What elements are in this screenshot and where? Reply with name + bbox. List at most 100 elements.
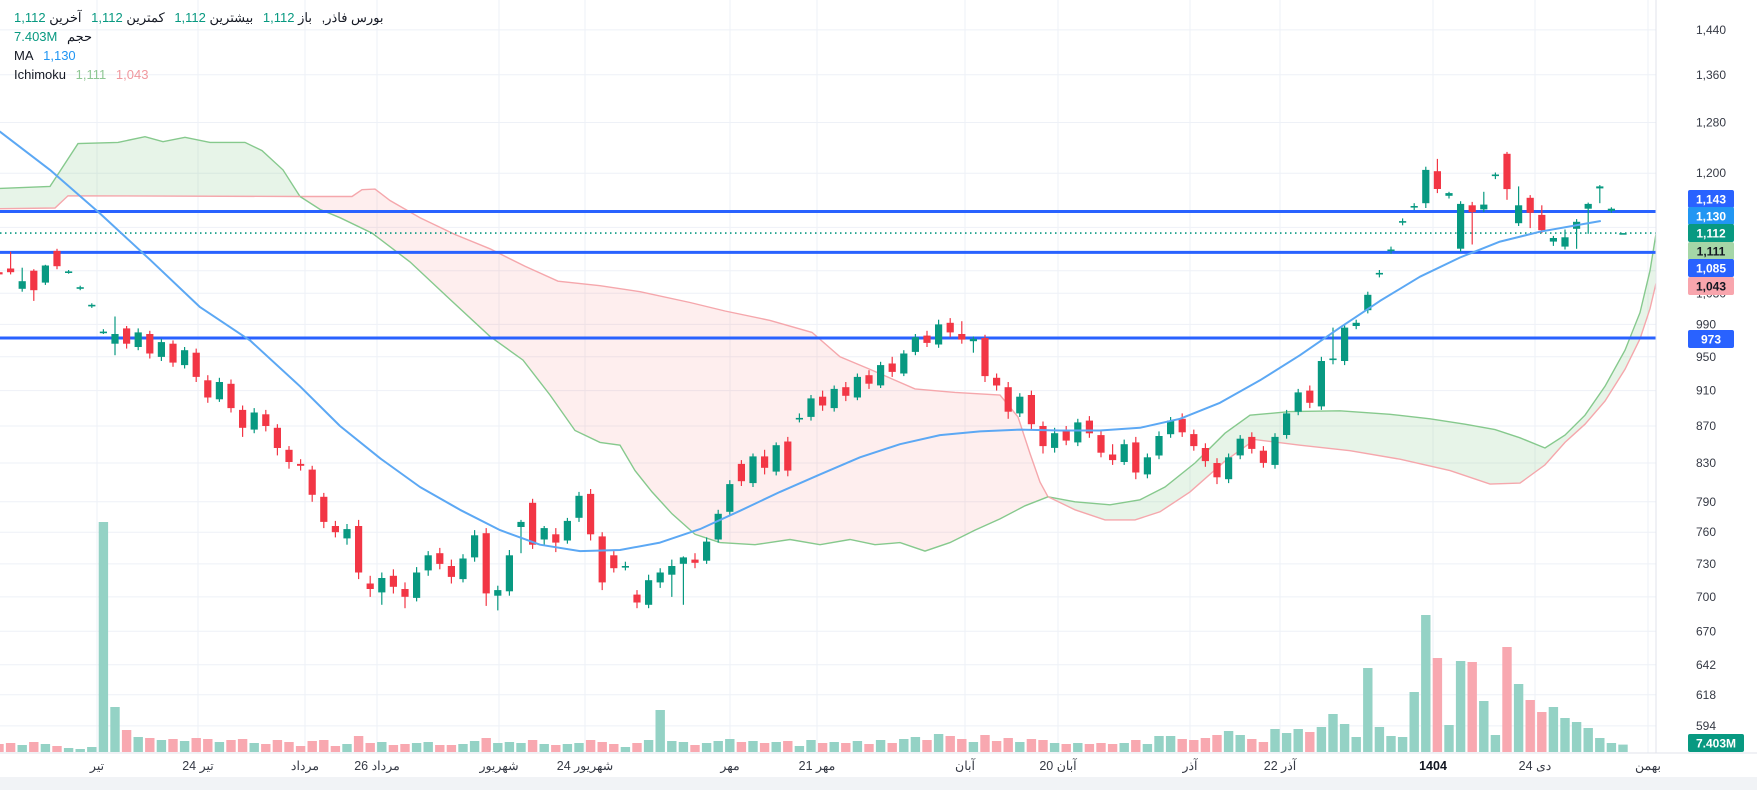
candle[interactable] (853, 373, 861, 401)
candle[interactable] (1375, 270, 1383, 278)
candle[interactable] (366, 575, 374, 597)
candle[interactable] (123, 326, 131, 349)
candle[interactable] (146, 330, 154, 359)
candle[interactable] (1410, 203, 1418, 211)
candle[interactable] (923, 330, 931, 347)
candle[interactable] (865, 370, 873, 389)
candle[interactable] (575, 491, 583, 522)
candle[interactable] (621, 561, 629, 571)
candle[interactable] (1155, 431, 1163, 460)
candle[interactable] (1213, 458, 1221, 485)
candle[interactable] (668, 559, 676, 597)
candle[interactable] (1607, 207, 1615, 213)
candle[interactable] (1004, 382, 1012, 419)
candle[interactable] (262, 409, 270, 432)
horizontal-lines[interactable] (0, 210, 1656, 340)
candle[interactable] (1016, 393, 1024, 417)
candle[interactable] (517, 519, 525, 554)
candle[interactable] (250, 408, 258, 434)
candle[interactable] (1132, 436, 1140, 480)
candle[interactable] (1468, 201, 1476, 245)
candle[interactable] (946, 318, 954, 338)
candle[interactable] (378, 572, 386, 605)
ma-legend-row[interactable]: MA 1,130 (14, 46, 384, 65)
candle[interactable] (157, 338, 165, 361)
candle[interactable] (482, 528, 490, 606)
candle[interactable] (181, 347, 189, 369)
candle[interactable] (598, 532, 606, 591)
candle[interactable] (424, 551, 432, 576)
candle[interactable] (459, 554, 467, 583)
candle[interactable] (99, 329, 107, 334)
candle[interactable] (1317, 356, 1325, 410)
candle[interactable] (969, 336, 977, 353)
candle[interactable] (645, 574, 653, 609)
candle[interactable] (1341, 324, 1349, 366)
candle[interactable] (134, 328, 142, 351)
price-axis-panel[interactable] (1656, 0, 1757, 790)
candle[interactable] (749, 453, 757, 488)
candle[interactable] (343, 524, 351, 545)
candle[interactable] (993, 373, 1001, 391)
candle[interactable] (1201, 443, 1209, 467)
candle[interactable] (30, 269, 38, 301)
candle[interactable] (1271, 433, 1279, 469)
chart-plot-area[interactable] (0, 0, 1656, 753)
candle[interactable] (285, 446, 293, 469)
candle[interactable] (1051, 427, 1059, 453)
candle[interactable] (1306, 385, 1314, 409)
candle[interactable] (65, 270, 73, 274)
candle[interactable] (1236, 435, 1244, 460)
candle[interactable] (436, 547, 444, 570)
candle[interactable] (494, 585, 502, 611)
candle[interactable] (413, 567, 421, 602)
candle[interactable] (1433, 158, 1441, 194)
candle[interactable] (1515, 186, 1523, 226)
candle[interactable] (1097, 430, 1105, 458)
candle[interactable] (320, 492, 328, 529)
candle[interactable] (471, 530, 479, 562)
candle[interactable] (355, 519, 363, 580)
candle[interactable] (1352, 319, 1360, 330)
candle[interactable] (18, 267, 26, 292)
candle[interactable] (714, 509, 722, 543)
candle[interactable] (726, 480, 734, 515)
candle[interactable] (1294, 388, 1302, 416)
candle[interactable] (842, 382, 850, 402)
candle[interactable] (227, 379, 235, 413)
candle[interactable] (830, 385, 838, 412)
candle[interactable] (563, 517, 571, 544)
candle[interactable] (1329, 327, 1337, 365)
candle[interactable] (1109, 444, 1117, 465)
candle[interactable] (331, 520, 339, 538)
candle[interactable] (389, 569, 397, 594)
candle[interactable] (795, 413, 803, 423)
candle[interactable] (703, 537, 711, 564)
candle[interactable] (691, 553, 699, 569)
candle[interactable] (656, 568, 664, 588)
candle[interactable] (192, 348, 200, 382)
candle[interactable] (53, 248, 61, 270)
candle[interactable] (76, 285, 84, 291)
candle[interactable] (529, 498, 537, 549)
candle[interactable] (633, 590, 641, 609)
candle[interactable] (1027, 390, 1035, 430)
candle[interactable] (1399, 218, 1407, 226)
candle[interactable] (401, 582, 409, 609)
candle[interactable] (1457, 201, 1465, 252)
candle[interactable] (819, 390, 827, 411)
candles-layer[interactable] (0, 151, 1627, 611)
candle[interactable] (888, 356, 896, 377)
candle[interactable] (900, 350, 908, 377)
candle[interactable] (1283, 409, 1291, 439)
candle[interactable] (981, 334, 989, 382)
candle[interactable] (88, 303, 96, 308)
candle[interactable] (761, 449, 769, 475)
candle[interactable] (1225, 453, 1233, 484)
candle[interactable] (111, 316, 119, 356)
candle[interactable] (737, 460, 745, 486)
candle[interactable] (41, 264, 49, 285)
candle[interactable] (273, 424, 281, 456)
candle[interactable] (958, 321, 966, 344)
candle[interactable] (1039, 421, 1047, 454)
